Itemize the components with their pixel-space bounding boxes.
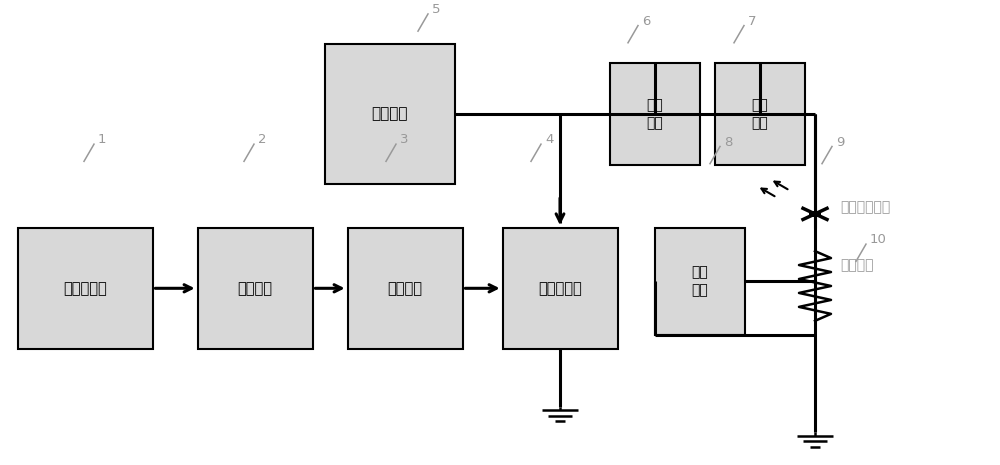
Text: 储能
电容: 储能 电容 [647, 98, 663, 130]
Text: 高频开关管: 高频开关管 [538, 281, 582, 296]
Bar [715, 63, 805, 165]
Text: 6: 6 [642, 15, 650, 28]
Bar [503, 228, 618, 349]
Bar [18, 228, 152, 349]
Text: 3: 3 [400, 133, 409, 146]
Text: 9: 9 [836, 136, 844, 149]
Bar [198, 228, 312, 349]
Bar [655, 228, 745, 335]
Text: 1: 1 [98, 133, 106, 146]
Text: 4: 4 [545, 133, 553, 146]
Text: 高压电路: 高压电路 [372, 106, 408, 121]
Bar [325, 44, 455, 184]
Text: 脉冲信号源: 脉冲信号源 [63, 281, 107, 296]
Text: 激光二极管管: 激光二极管管 [840, 200, 890, 214]
Text: 2: 2 [258, 133, 266, 146]
Text: 脉冲整形: 脉冲整形 [238, 281, 272, 296]
Text: 8: 8 [724, 136, 732, 149]
Bar [809, 211, 821, 217]
Bar [348, 228, 463, 349]
Text: 传输
参数: 传输 参数 [752, 98, 768, 130]
Text: 保护
电路: 保护 电路 [692, 265, 708, 298]
Text: 功率放大: 功率放大 [388, 281, 422, 296]
Text: 采样电阻: 采样电阻 [840, 258, 874, 272]
Text: 7: 7 [748, 15, 757, 28]
Text: 5: 5 [432, 3, 440, 16]
Text: 10: 10 [870, 233, 887, 246]
Bar [610, 63, 700, 165]
